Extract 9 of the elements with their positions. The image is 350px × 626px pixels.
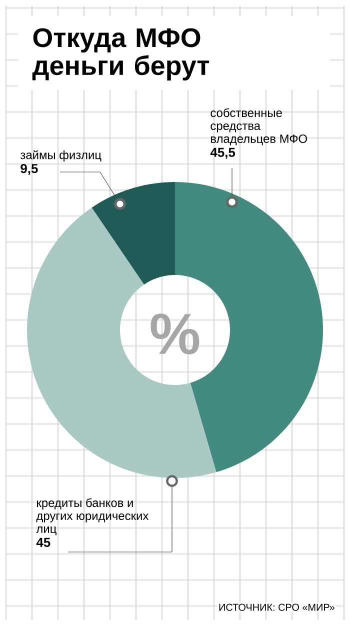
slice-label: кредиты банков и других юридических лиц <box>36 498 149 536</box>
data-label: 45 <box>36 538 50 547</box>
slice-label: займы физлиц <box>20 150 102 162</box>
chart-title: Откуда МФО деньги берут <box>32 28 210 80</box>
text: % <box>150 314 200 354</box>
text: ИСТОЧНИК: СРО «МИР» <box>219 604 334 611</box>
data-label: 45,5 <box>210 148 236 159</box>
data-label: 9,5 <box>20 164 38 176</box>
slice-label: собственные средства владельцев МФО <box>210 108 307 146</box>
